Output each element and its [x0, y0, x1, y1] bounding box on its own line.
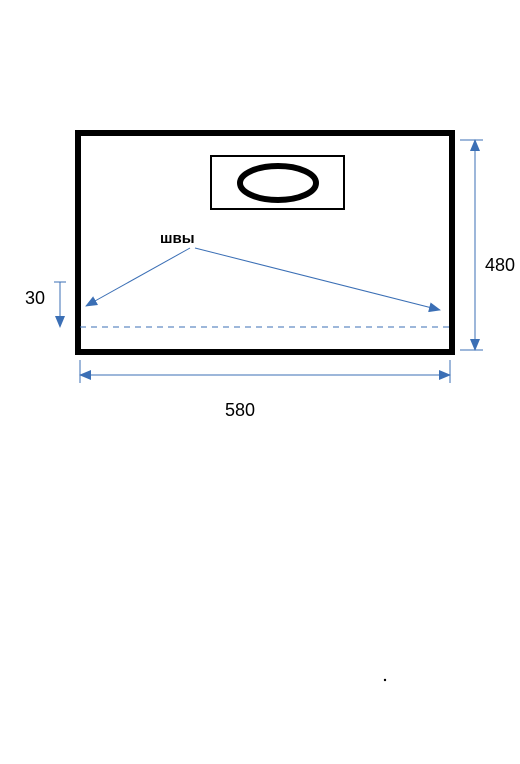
dim-gap-label: 30: [25, 288, 45, 309]
stray-dot: [384, 679, 386, 681]
dim-width-label: 580: [225, 400, 255, 421]
svg-overlay: [0, 0, 520, 764]
diagram-canvas: швы 580 480 30: [0, 0, 520, 764]
inner-rectangle: [210, 155, 345, 210]
dim-height-label: 480: [485, 255, 515, 276]
seams-label: швы: [160, 230, 195, 247]
